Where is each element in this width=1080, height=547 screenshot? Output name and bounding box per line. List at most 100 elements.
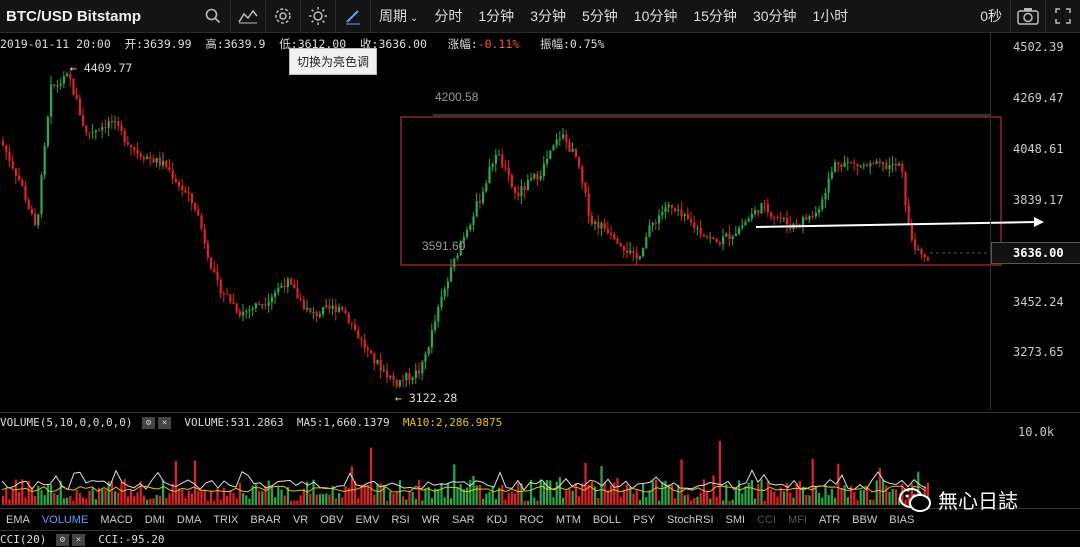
volume-bar — [446, 483, 449, 505]
candle-body — [840, 164, 843, 167]
indicator-tab-volume[interactable]: VOLUME — [41, 514, 89, 526]
volume-bar — [606, 490, 609, 505]
candle-body — [354, 324, 357, 330]
candle-body — [466, 229, 469, 238]
price-tick: 4269.47 — [1013, 91, 1064, 105]
candle-body — [405, 373, 408, 381]
cci-header: CCI(20) ⚙ ✕ CCI:-95.20 — [0, 533, 164, 546]
settings-icon[interactable]: ⚙ — [55, 534, 69, 546]
tf-3[interactable]: 5分钟 — [581, 8, 618, 24]
brightness-icon[interactable] — [301, 0, 335, 32]
indicator-tab-macd[interactable]: MACD — [100, 514, 133, 526]
volume-bar — [293, 500, 296, 505]
indicator-tab-smi[interactable]: SMI — [725, 514, 746, 526]
indicator-icon[interactable] — [231, 0, 265, 32]
tf-0[interactable]: 分时 — [434, 8, 463, 24]
candle-body — [158, 157, 161, 166]
volume-bar — [670, 484, 673, 505]
volume-bar — [600, 466, 603, 505]
candle-body — [926, 257, 929, 261]
indicator-tab-obv[interactable]: OBV — [320, 514, 344, 526]
indicator-tab-dmi[interactable]: DMI — [144, 514, 165, 526]
candle-body — [2, 141, 5, 146]
volume-bar — [302, 488, 305, 505]
volume-bar — [747, 482, 750, 505]
close-icon[interactable]: ✕ — [71, 534, 85, 546]
candle-body — [923, 254, 926, 258]
volume-bar — [642, 484, 645, 505]
indicator-tab-kdj[interactable]: KDJ — [486, 514, 508, 526]
volume-bar — [469, 479, 472, 505]
indicator-tab-psy[interactable]: PSY — [633, 514, 656, 526]
low-mark-value: 3122.28 — [408, 391, 458, 405]
indicator-tab-brar[interactable]: BRAR — [250, 514, 281, 526]
volume-bar — [885, 485, 888, 505]
candle-body — [94, 130, 97, 133]
amp-value: 0.75% — [569, 37, 605, 51]
candle-body — [117, 121, 120, 126]
settings-icon[interactable] — [266, 0, 300, 32]
tf-2[interactable]: 3分钟 — [530, 8, 566, 24]
volume-bar — [206, 500, 209, 505]
indicator-tab-ema[interactable]: EMA — [6, 514, 30, 526]
volume-divider — [0, 412, 1080, 413]
indicator-tab-emv[interactable]: EMV — [355, 514, 380, 526]
candle-body — [568, 142, 571, 152]
tf-4[interactable]: 10分钟 — [633, 8, 678, 24]
volume-bar — [411, 491, 414, 505]
indicator-tab-rsi[interactable]: RSI — [391, 514, 410, 526]
candle-body — [280, 285, 283, 288]
indicator-tab-mtm[interactable]: MTM — [555, 514, 581, 526]
indicator-tab-boll[interactable]: BOLL — [592, 514, 622, 526]
change-value: -0.11% — [477, 37, 520, 51]
camera-icon[interactable] — [1011, 0, 1045, 32]
volume-bar — [133, 495, 136, 505]
indicator-tab-trix[interactable]: TRIX — [213, 514, 239, 526]
indicator-tab-bias[interactable]: BIAS — [889, 514, 915, 526]
candle-body — [821, 199, 824, 210]
volume-bar — [520, 483, 523, 505]
indicator-tab-atr[interactable]: ATR — [818, 514, 841, 526]
price-tick: 3452.24 — [1013, 295, 1064, 309]
indicator-tab-stochrsi[interactable]: StochRSI — [667, 514, 714, 526]
close-icon[interactable]: ✕ — [158, 417, 172, 429]
indicator-tab-cci[interactable]: CCI — [757, 514, 777, 526]
candle-body — [626, 250, 629, 253]
indicator-tab-mfi[interactable]: MFI — [788, 514, 807, 526]
candle-body — [363, 339, 366, 349]
volume-bar — [168, 493, 171, 505]
indicator-tab-dma[interactable]: DMA — [176, 514, 202, 526]
period-label: 周期 — [379, 8, 407, 24]
candle-body — [293, 284, 296, 289]
tf-7[interactable]: 1小时 — [812, 8, 849, 24]
volume-bar — [578, 496, 581, 505]
volume-bar — [107, 481, 110, 505]
candle-body — [370, 350, 373, 354]
indicator-tab-sar[interactable]: SAR — [451, 514, 475, 526]
indicator-tab-bbw[interactable]: BBW — [852, 514, 878, 526]
search-icon[interactable] — [196, 0, 230, 32]
indicator-tab-vr[interactable]: VR — [292, 514, 309, 526]
volume-bar — [427, 486, 430, 505]
period-dropdown[interactable]: 周期 ⌄ — [371, 6, 426, 26]
indicator-tab-roc[interactable]: ROC — [519, 514, 544, 526]
draw-icon[interactable] — [336, 0, 370, 32]
candle-body — [754, 209, 757, 214]
volume-bar — [370, 447, 373, 505]
volume-bar — [286, 487, 289, 505]
settings-icon[interactable]: ⚙ — [142, 417, 156, 429]
tf-1[interactable]: 1分钟 — [478, 8, 515, 24]
volume-bar — [555, 481, 558, 505]
tf-6[interactable]: 30分钟 — [752, 8, 797, 24]
volume-bar — [165, 498, 168, 505]
candle-body — [683, 214, 686, 216]
volume-bar — [245, 495, 248, 505]
volume-bar — [731, 499, 734, 505]
indicator-tab-wr[interactable]: WR — [421, 514, 440, 526]
volume-bar — [706, 491, 709, 505]
fullscreen-icon[interactable] — [1046, 0, 1080, 32]
volume-bar — [104, 490, 107, 505]
candle-body — [267, 302, 270, 306]
tf-5[interactable]: 15分钟 — [693, 8, 737, 24]
